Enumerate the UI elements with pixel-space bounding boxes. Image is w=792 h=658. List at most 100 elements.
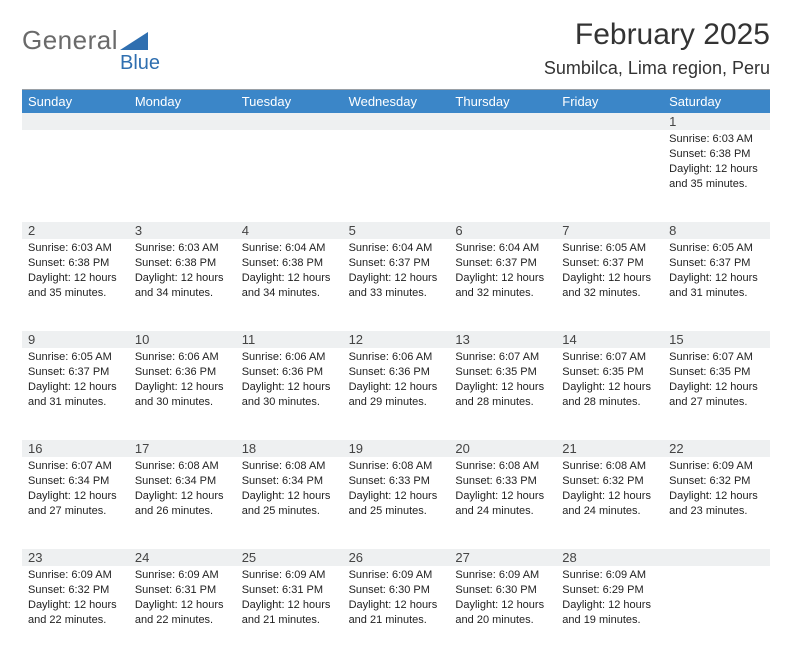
day-details: Sunrise: 6:03 AMSunset: 6:38 PMDaylight:…: [135, 241, 230, 300]
day-details: Sunrise: 6:06 AMSunset: 6:36 PMDaylight:…: [242, 350, 337, 409]
sunset-line: Sunset: 6:34 PM: [242, 474, 337, 489]
daylight-line: Daylight: 12 hours and 21 minutes.: [242, 598, 337, 628]
date-number: [556, 113, 663, 130]
day-cell: Sunrise: 6:06 AMSunset: 6:36 PMDaylight:…: [343, 348, 450, 440]
day-cell: Sunrise: 6:05 AMSunset: 6:37 PMDaylight:…: [556, 239, 663, 331]
daylight-line: Daylight: 12 hours and 35 minutes.: [28, 271, 123, 301]
calendar: SundayMondayTuesdayWednesdayThursdayFrid…: [22, 89, 770, 658]
dayname-cell: Saturday: [663, 90, 770, 113]
sunrise-line: Sunrise: 6:08 AM: [135, 459, 230, 474]
sunrise-line: Sunrise: 6:04 AM: [455, 241, 550, 256]
day-cell: Sunrise: 6:07 AMSunset: 6:34 PMDaylight:…: [22, 457, 129, 549]
empty-cell: [129, 130, 236, 222]
empty-cell: [236, 130, 343, 222]
day-details: Sunrise: 6:04 AMSunset: 6:38 PMDaylight:…: [242, 241, 337, 300]
sunset-line: Sunset: 6:29 PM: [562, 583, 657, 598]
date-number: 16: [22, 440, 129, 457]
day-cell: Sunrise: 6:03 AMSunset: 6:38 PMDaylight:…: [129, 239, 236, 331]
day-cell: Sunrise: 6:08 AMSunset: 6:33 PMDaylight:…: [449, 457, 556, 549]
daylight-line: Daylight: 12 hours and 33 minutes.: [349, 271, 444, 301]
sunset-line: Sunset: 6:37 PM: [28, 365, 123, 380]
sunrise-line: Sunrise: 6:04 AM: [242, 241, 337, 256]
sunset-line: Sunset: 6:37 PM: [562, 256, 657, 271]
sunset-line: Sunset: 6:35 PM: [669, 365, 764, 380]
sunset-line: Sunset: 6:31 PM: [135, 583, 230, 598]
day-details: Sunrise: 6:08 AMSunset: 6:33 PMDaylight:…: [349, 459, 444, 518]
day-details: Sunrise: 6:05 AMSunset: 6:37 PMDaylight:…: [669, 241, 764, 300]
sunset-line: Sunset: 6:37 PM: [455, 256, 550, 271]
week-row: Sunrise: 6:03 AMSunset: 6:38 PMDaylight:…: [22, 130, 770, 222]
dayname-row: SundayMondayTuesdayWednesdayThursdayFrid…: [22, 90, 770, 113]
day-details: Sunrise: 6:09 AMSunset: 6:32 PMDaylight:…: [28, 568, 123, 627]
sunrise-line: Sunrise: 6:09 AM: [135, 568, 230, 583]
sunrise-line: Sunrise: 6:06 AM: [242, 350, 337, 365]
daylight-line: Daylight: 12 hours and 30 minutes.: [242, 380, 337, 410]
date-number: [343, 113, 450, 130]
sunset-line: Sunset: 6:38 PM: [28, 256, 123, 271]
day-cell: Sunrise: 6:03 AMSunset: 6:38 PMDaylight:…: [663, 130, 770, 222]
sunrise-line: Sunrise: 6:09 AM: [669, 459, 764, 474]
day-cell: Sunrise: 6:07 AMSunset: 6:35 PMDaylight:…: [556, 348, 663, 440]
week-row: Sunrise: 6:07 AMSunset: 6:34 PMDaylight:…: [22, 457, 770, 549]
day-details: Sunrise: 6:03 AMSunset: 6:38 PMDaylight:…: [669, 132, 764, 191]
day-cell: Sunrise: 6:04 AMSunset: 6:37 PMDaylight:…: [343, 239, 450, 331]
day-details: Sunrise: 6:06 AMSunset: 6:36 PMDaylight:…: [135, 350, 230, 409]
date-strip: 2345678: [22, 222, 770, 239]
day-details: Sunrise: 6:03 AMSunset: 6:38 PMDaylight:…: [28, 241, 123, 300]
date-number: 10: [129, 331, 236, 348]
date-number: 11: [236, 331, 343, 348]
dayname-cell: Tuesday: [236, 90, 343, 113]
daylight-line: Daylight: 12 hours and 26 minutes.: [135, 489, 230, 519]
day-details: Sunrise: 6:08 AMSunset: 6:34 PMDaylight:…: [242, 459, 337, 518]
triangle-icon: [120, 30, 148, 52]
date-number: 8: [663, 222, 770, 239]
date-number: [663, 549, 770, 566]
day-cell: Sunrise: 6:05 AMSunset: 6:37 PMDaylight:…: [22, 348, 129, 440]
empty-cell: [343, 130, 450, 222]
sunrise-line: Sunrise: 6:06 AM: [135, 350, 230, 365]
day-details: Sunrise: 6:09 AMSunset: 6:29 PMDaylight:…: [562, 568, 657, 627]
sunrise-line: Sunrise: 6:07 AM: [455, 350, 550, 365]
day-cell: Sunrise: 6:08 AMSunset: 6:33 PMDaylight:…: [343, 457, 450, 549]
sunrise-line: Sunrise: 6:09 AM: [242, 568, 337, 583]
date-strip: 9101112131415: [22, 331, 770, 348]
location-text: Sumbilca, Lima region, Peru: [544, 58, 770, 79]
sunset-line: Sunset: 6:35 PM: [455, 365, 550, 380]
day-cell: Sunrise: 6:09 AMSunset: 6:29 PMDaylight:…: [556, 566, 663, 658]
sunset-line: Sunset: 6:33 PM: [455, 474, 550, 489]
day-cell: Sunrise: 6:05 AMSunset: 6:37 PMDaylight:…: [663, 239, 770, 331]
date-number: 19: [343, 440, 450, 457]
date-number: 4: [236, 222, 343, 239]
date-number: 21: [556, 440, 663, 457]
sunset-line: Sunset: 6:34 PM: [28, 474, 123, 489]
date-strip: 1: [22, 113, 770, 130]
sunrise-line: Sunrise: 6:08 AM: [455, 459, 550, 474]
sunset-line: Sunset: 6:36 PM: [135, 365, 230, 380]
date-number: [129, 113, 236, 130]
day-cell: Sunrise: 6:07 AMSunset: 6:35 PMDaylight:…: [663, 348, 770, 440]
sunrise-line: Sunrise: 6:05 AM: [562, 241, 657, 256]
header: General Blue February 2025 Sumbilca, Lim…: [22, 18, 770, 79]
sunrise-line: Sunrise: 6:07 AM: [562, 350, 657, 365]
date-number: 6: [449, 222, 556, 239]
sunrise-line: Sunrise: 6:08 AM: [349, 459, 444, 474]
daylight-line: Daylight: 12 hours and 22 minutes.: [28, 598, 123, 628]
day-cell: Sunrise: 6:04 AMSunset: 6:38 PMDaylight:…: [236, 239, 343, 331]
sunset-line: Sunset: 6:32 PM: [562, 474, 657, 489]
day-details: Sunrise: 6:08 AMSunset: 6:32 PMDaylight:…: [562, 459, 657, 518]
sunset-line: Sunset: 6:32 PM: [28, 583, 123, 598]
date-number: 26: [343, 549, 450, 566]
day-details: Sunrise: 6:04 AMSunset: 6:37 PMDaylight:…: [349, 241, 444, 300]
date-number: 18: [236, 440, 343, 457]
daylight-line: Daylight: 12 hours and 23 minutes.: [669, 489, 764, 519]
daylight-line: Daylight: 12 hours and 19 minutes.: [562, 598, 657, 628]
dayname-cell: Friday: [556, 90, 663, 113]
day-details: Sunrise: 6:08 AMSunset: 6:33 PMDaylight:…: [455, 459, 550, 518]
sunset-line: Sunset: 6:37 PM: [669, 256, 764, 271]
sunset-line: Sunset: 6:34 PM: [135, 474, 230, 489]
date-number: 2: [22, 222, 129, 239]
sunset-line: Sunset: 6:38 PM: [669, 147, 764, 162]
week-row: Sunrise: 6:03 AMSunset: 6:38 PMDaylight:…: [22, 239, 770, 331]
day-details: Sunrise: 6:06 AMSunset: 6:36 PMDaylight:…: [349, 350, 444, 409]
day-details: Sunrise: 6:04 AMSunset: 6:37 PMDaylight:…: [455, 241, 550, 300]
